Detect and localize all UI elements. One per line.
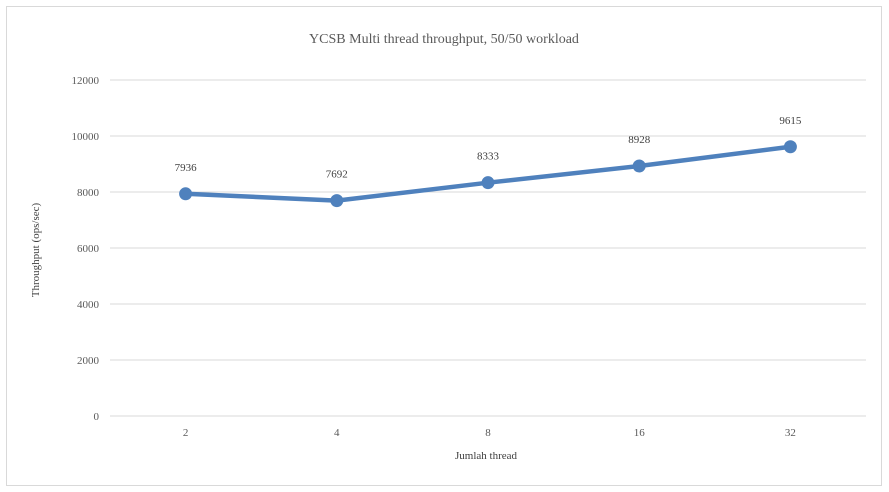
data-label: 8928	[628, 134, 651, 146]
data-point-32	[783, 140, 797, 154]
x-tick-label: 4	[334, 427, 340, 439]
x-tick-label: 8	[485, 427, 491, 439]
data-point-8	[481, 176, 495, 190]
chart-title: YCSB Multi thread throughput, 50/50 work…	[309, 32, 579, 47]
x-axis-ticks: 2 4 8 16 32	[183, 427, 796, 439]
data-labels: 7936 7692 8333 8928 9615	[175, 115, 802, 181]
y-tick-label: 12000	[72, 75, 100, 87]
y-tick-label: 6000	[77, 243, 100, 255]
data-point-16	[632, 159, 646, 173]
chart-frame	[6, 6, 882, 486]
data-label: 7936	[175, 162, 198, 174]
gridlines	[110, 79, 866, 417]
y-tick-label: 8000	[77, 187, 100, 199]
y-tick-label: 4000	[77, 299, 100, 311]
x-tick-label: 16	[634, 427, 646, 439]
y-tick-label: 2000	[77, 355, 100, 367]
y-tick-label: 10000	[72, 131, 100, 143]
y-tick-label: 0	[94, 411, 100, 423]
series-layer	[179, 140, 797, 208]
data-label: 9615	[779, 115, 802, 127]
data-point-2	[179, 187, 193, 201]
y-axis-title: Throughput (ops/sec)	[30, 202, 42, 297]
data-label: 8333	[477, 151, 500, 163]
x-axis-title: Jumlah thread	[455, 450, 518, 462]
y-axis-ticks: 0 2000 4000 6000 8000 10000 12000	[72, 75, 100, 423]
data-point-4	[330, 194, 344, 208]
data-label: 7692	[326, 169, 348, 181]
x-tick-label: 2	[183, 427, 189, 439]
x-tick-label: 32	[785, 427, 796, 439]
